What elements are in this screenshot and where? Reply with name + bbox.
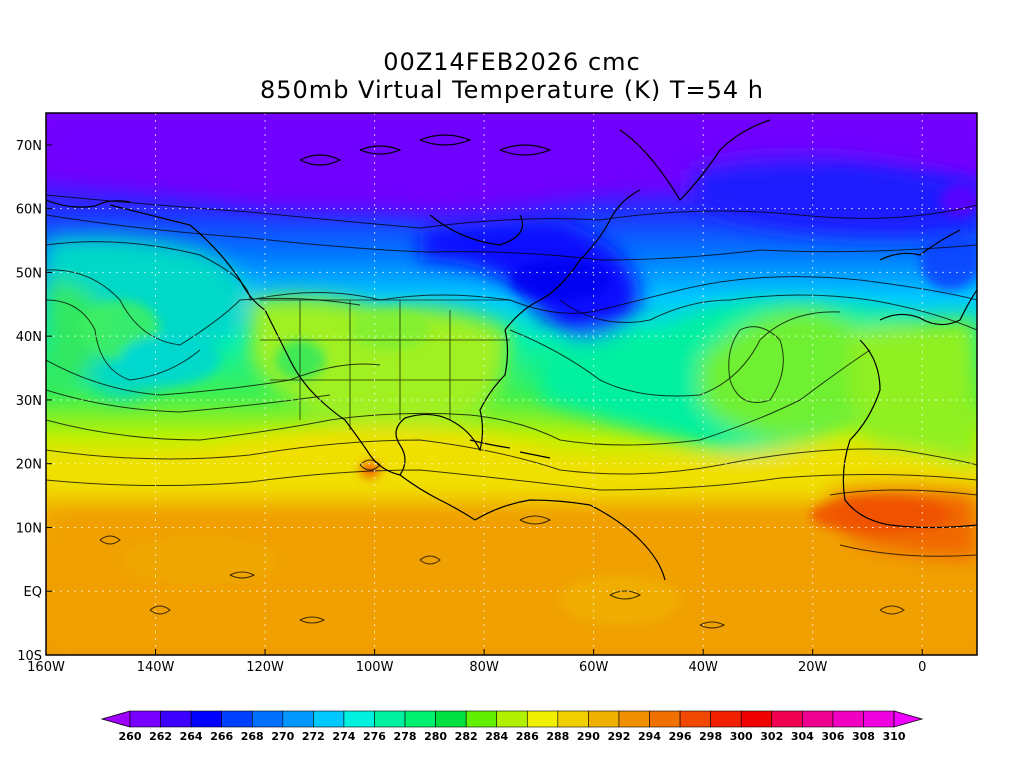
lat-tick-label: 10N — [16, 521, 42, 536]
colorbar-label: 274 — [332, 730, 355, 743]
lat-tick-label: 60N — [16, 203, 42, 218]
temperature-field — [46, 113, 977, 655]
colorbar-label: 278 — [394, 730, 417, 743]
colorbar-label: 272 — [302, 730, 325, 743]
colorbar-swatch — [404, 710, 436, 728]
colorbar-swatch — [374, 710, 406, 728]
colorbar-swatch — [435, 710, 467, 728]
lat-tick-label: EQ — [24, 585, 42, 600]
colorbar-label: 280 — [424, 730, 447, 743]
colorbar-label: 302 — [760, 730, 783, 743]
colorbar-swatch — [618, 710, 650, 728]
colorbar-label: 284 — [485, 730, 508, 743]
lat-tick-label: 40N — [16, 330, 42, 345]
lon-tick-label: 80W — [469, 660, 499, 675]
coastlines — [46, 119, 977, 581]
colorbar-label: 298 — [699, 730, 722, 743]
colorbar-label: 304 — [791, 730, 814, 743]
lon-tick-label: 0 — [918, 660, 926, 675]
lon-tick-label: 120W — [246, 660, 284, 675]
colorbar-swatch — [588, 710, 620, 728]
colorbar-swatch — [343, 710, 375, 728]
colorbar-label: 308 — [852, 730, 875, 743]
state-borders — [260, 299, 510, 430]
colorbar-swatch — [282, 710, 314, 728]
colorbar-label: 262 — [149, 730, 172, 743]
colorbar-label: 288 — [546, 730, 569, 743]
colorbar-label: 264 — [180, 730, 203, 743]
colorbar-swatch — [221, 710, 253, 728]
colorbar-label: 260 — [119, 730, 142, 743]
colorbar-label: 310 — [883, 730, 906, 743]
colorbar-swatch — [832, 710, 864, 728]
colorbar-swatch — [190, 710, 222, 728]
colorbar-swatch — [496, 710, 528, 728]
lon-tick-label: 160W — [27, 660, 65, 675]
colorbar-swatch — [129, 710, 161, 728]
colorbar-swatch — [710, 710, 742, 728]
colorbar-swatch — [771, 710, 803, 728]
colorbar-label: 282 — [455, 730, 478, 743]
lon-tick-label: 60W — [579, 660, 609, 675]
colorbar-label: 292 — [607, 730, 630, 743]
colorbar-swatch — [679, 710, 711, 728]
colorbar-max-arrow — [893, 710, 924, 728]
longitude-axis: 160W 140W 120W 100W 80W 60W 40W 20W 0 — [27, 649, 926, 675]
lat-tick-label: 50N — [16, 266, 42, 281]
map-title-line-1: 00Z14FEB2026 cmc — [383, 48, 641, 76]
map-title-line-2: 850mb Virtual Temperature (K) T=54 h — [260, 76, 764, 104]
colorbar-swatch — [649, 710, 681, 728]
colorbar-label: 296 — [669, 730, 692, 743]
colorbar-swatch — [160, 710, 192, 728]
colorbar-swatch — [251, 710, 284, 728]
map-frame — [45, 112, 978, 656]
lon-tick-label: 100W — [356, 660, 394, 675]
colorbar-label: 268 — [241, 730, 264, 743]
colorbar-swatch — [863, 710, 895, 728]
colorbar-label: 266 — [210, 730, 233, 743]
lon-tick-label: 40W — [688, 660, 718, 675]
colorbar-swatch — [526, 710, 559, 728]
lat-tick-label: 10S — [17, 649, 42, 664]
lon-tick-label: 140W — [137, 660, 175, 675]
colorbar-label: 276 — [363, 730, 386, 743]
colorbar-label: 306 — [821, 730, 844, 743]
lat-tick-label: 30N — [16, 394, 42, 409]
colorbar-label: 300 — [730, 730, 753, 743]
colorbar: 260 262 264 266 268 270 272 274 276 278 280 282 284 2… — [100, 710, 924, 743]
colorbar-label: 286 — [516, 730, 539, 743]
colorbar-swatch — [557, 710, 589, 728]
lat-tick-label: 70N — [16, 139, 42, 154]
colorbar-label: 270 — [271, 730, 294, 743]
colorbar-swatch — [465, 710, 498, 728]
colorbar-swatch — [313, 710, 345, 728]
latitude-axis: 70N 60N 50N 40N 30N 20N 10N EQ 10S — [16, 139, 52, 664]
colorbar-min-arrow — [100, 710, 131, 728]
lon-tick-label: 20W — [798, 660, 828, 675]
colorbar-swatch — [802, 710, 834, 728]
colorbar-label: 294 — [638, 730, 661, 743]
graticule — [46, 113, 977, 655]
colorbar-label: 290 — [577, 730, 600, 743]
colorbar-swatch — [740, 710, 773, 728]
lat-tick-label: 20N — [16, 458, 42, 473]
